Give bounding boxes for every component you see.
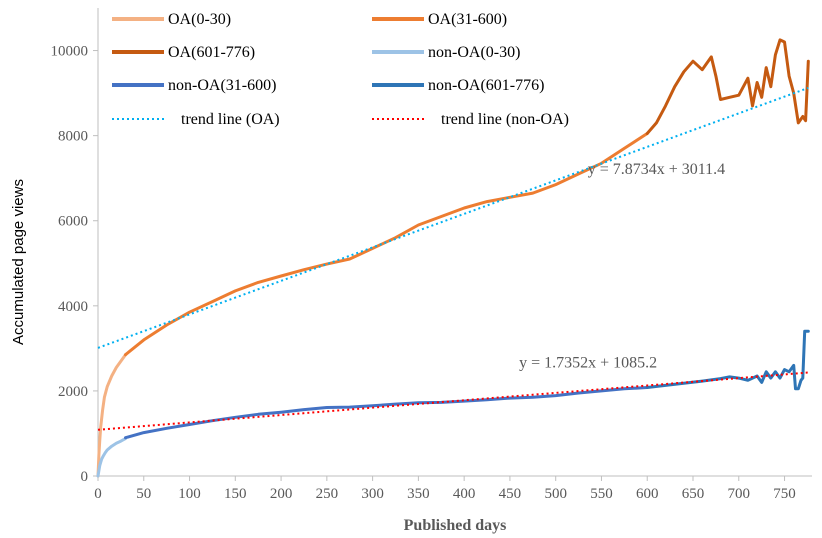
y-axis-title: Accumulated page views <box>10 179 27 345</box>
x-axis-title: Published days <box>404 517 507 534</box>
legend: OA(0-30) OA(31-600) OA(601-776) non-OA(0-30… <box>112 11 569 128</box>
y-tick-label: 0 <box>81 469 89 485</box>
legend-label: OA(31-600) <box>428 11 507 28</box>
series-line-oa-31-600 <box>124 132 649 357</box>
series-line-non-oa-31-600 <box>124 386 649 440</box>
x-tick-label: 550 <box>590 486 613 502</box>
x-tick-label: 100 <box>178 486 201 502</box>
x-tick-label: 700 <box>728 486 751 502</box>
x-tick-label: 450 <box>499 486 522 502</box>
x-tick-label: 750 <box>773 486 796 502</box>
y-tick-label: 4000 <box>58 299 88 315</box>
legend-label: OA(601-776) <box>168 44 255 61</box>
series-line-non-oa-601-776 <box>645 329 810 391</box>
legend-label: non-OA(601-776) <box>428 77 544 94</box>
axes: 0 2000 4000 6000 8000 10000 0 50 100 150 200 250 300… <box>51 8 812 502</box>
trend-equation: y = 1.7352x + 1085.2 <box>519 355 657 372</box>
x-tick-label: 600 <box>636 486 659 502</box>
series-line-oa-601-776 <box>645 38 810 135</box>
series-line-trend-line-non-oa <box>97 371 809 431</box>
y-tick-label: 6000 <box>58 214 88 230</box>
series-line-non-oa-0-30 <box>96 437 127 478</box>
series-line-trend-line-oa <box>97 86 809 349</box>
x-tick-label: 0 <box>94 486 102 502</box>
y-tick-label: 10000 <box>51 44 89 60</box>
series-line-oa-0-30 <box>96 353 127 478</box>
y-tick-label: 2000 <box>58 384 88 400</box>
x-tick-label: 150 <box>224 486 247 502</box>
x-tick-label: 400 <box>453 486 476 502</box>
x-tick-label: 50 <box>136 486 151 502</box>
x-tick-label: 300 <box>361 486 384 502</box>
y-tick-label: 8000 <box>58 129 88 145</box>
legend-label: non-OA(0-30) <box>428 44 520 61</box>
series-layer <box>96 38 810 478</box>
x-tick-label: 250 <box>316 486 339 502</box>
legend-label: OA(0-30) <box>168 11 231 28</box>
x-tick-label: 500 <box>544 486 567 502</box>
trend-equation: y = 7.8734x + 3011.4 <box>588 161 725 178</box>
x-tick-label: 650 <box>682 486 705 502</box>
legend-label: non-OA(31-600) <box>168 77 276 94</box>
legend-label: trend line (OA) <box>181 111 280 128</box>
annotations: y = 7.8734x + 3011.4 y = 1.7352x + 1085.2 <box>519 161 725 372</box>
x-tick-label: 350 <box>407 486 430 502</box>
x-tick-label: 200 <box>270 486 293 502</box>
legend-label: trend line (non-OA) <box>441 111 569 128</box>
